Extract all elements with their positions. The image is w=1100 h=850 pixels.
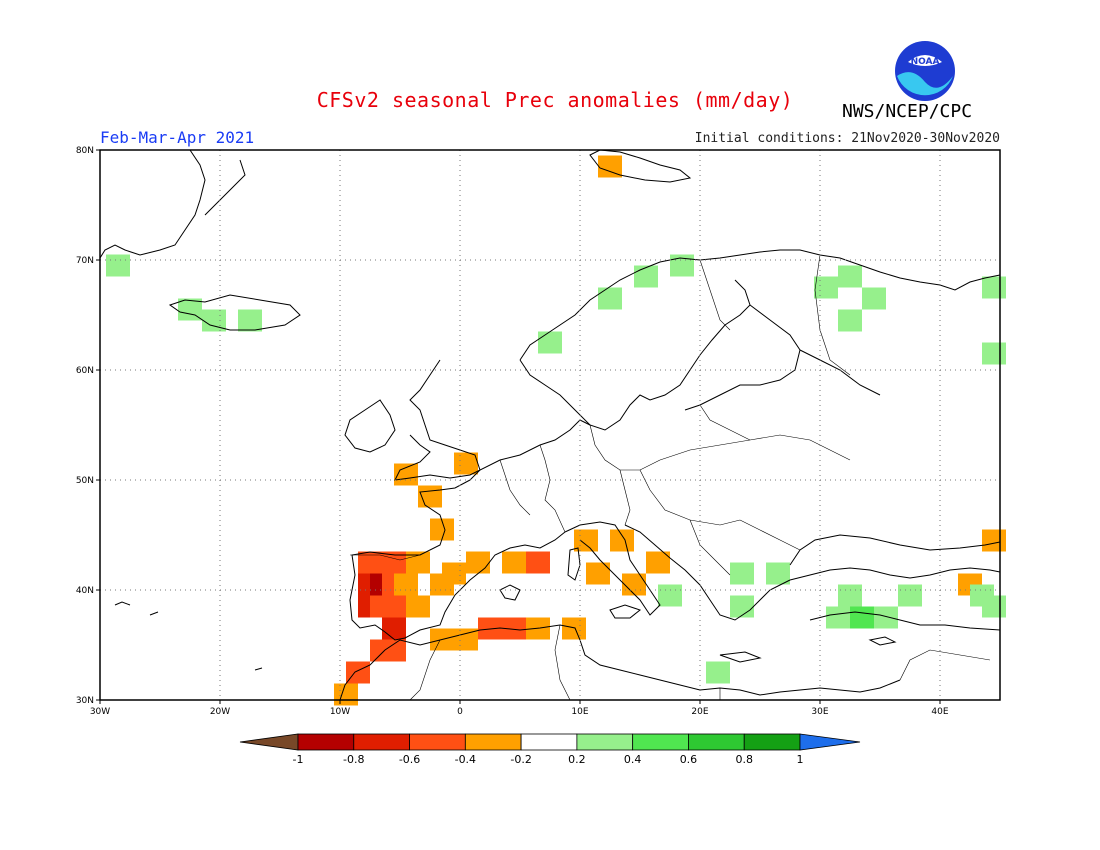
lon-label: 20W [210, 707, 230, 717]
anomaly-cell [730, 562, 754, 585]
agency-label: NWS/NCEP/CPC [842, 101, 973, 122]
colorbar-tick-label: -0.2 [510, 753, 531, 766]
anomaly-cell [622, 573, 646, 596]
anomaly-cell [658, 584, 682, 607]
colorbar-segment [297, 733, 355, 751]
noaa-logo-icon: NOAA [895, 41, 955, 101]
anomaly-cell [106, 254, 130, 277]
anomaly-cell [346, 661, 370, 684]
anomaly-cell [598, 287, 622, 310]
anomaly-cell [634, 265, 658, 288]
anomaly-cell [394, 573, 418, 596]
anomaly-cell [730, 595, 754, 618]
colorbar-segment [576, 733, 634, 751]
anomaly-cell [850, 606, 874, 629]
lon-label: 20E [691, 707, 708, 717]
anomaly-cell [766, 562, 790, 585]
colorbar-segment [353, 733, 410, 751]
colorbar-tick-label: -1 [293, 753, 304, 766]
anomaly-cell [430, 518, 454, 541]
colorbar-tick-label: 0.8 [735, 753, 753, 766]
lat-label: 80N [76, 146, 94, 156]
anomaly-cell [838, 265, 862, 288]
anomaly-cell [982, 342, 1006, 365]
anomaly-cell [982, 595, 1006, 618]
anomaly-cell [526, 551, 550, 574]
colorbar-segment [464, 733, 522, 751]
lon-label: 0 [457, 707, 463, 717]
lon-label: 10E [571, 707, 588, 717]
colorbar-tick-label: -0.8 [343, 753, 364, 766]
colorbar-tick-label: 1 [797, 753, 804, 766]
anomaly-cell [874, 606, 898, 629]
anomaly-cell [454, 452, 478, 475]
colorbar-left-arrow [239, 733, 299, 751]
anomaly-cell [238, 309, 262, 332]
initial-conditions: Initial conditions: 21Nov2020-30Nov2020 [694, 131, 1000, 146]
lon-label: 10W [330, 707, 350, 717]
anomaly-cell [502, 551, 526, 574]
lon-label: 30W [90, 707, 110, 717]
anomaly-cell [178, 298, 202, 321]
anomaly-cell [838, 584, 862, 607]
colorbar-segment [743, 733, 801, 751]
graticule [100, 150, 1000, 700]
anomaly-cell [382, 639, 406, 662]
anomaly-cell [358, 551, 382, 574]
colorbar-tick-label: 0.4 [624, 753, 642, 766]
anomaly-cell [334, 683, 358, 706]
anomaly-cell [466, 551, 490, 574]
anomaly-cell [646, 551, 670, 574]
lon-label: 30E [811, 707, 828, 717]
colorbar-tick-label: -0.4 [455, 753, 476, 766]
anomaly-cell [862, 287, 886, 310]
anomaly-cell [598, 155, 622, 178]
lat-label: 70N [76, 256, 94, 266]
anomaly-cell [706, 661, 730, 684]
logo-text: NOAA [911, 57, 940, 67]
colorbar-segment [409, 733, 466, 751]
anomaly-cell [982, 529, 1006, 552]
anomaly-cell [382, 595, 406, 618]
anomaly-cell [382, 617, 406, 640]
anomaly-cell [586, 562, 610, 585]
anomaly-cell [502, 617, 526, 640]
anomaly-cell [838, 309, 862, 332]
anomaly-cell [562, 617, 586, 640]
anomaly-cell [406, 595, 430, 618]
anomaly-cell [898, 584, 922, 607]
lat-label: 50N [76, 476, 94, 486]
lat-label: 40N [76, 586, 94, 596]
colorbar-tick-label: 0.6 [680, 753, 698, 766]
anomaly-cell [610, 529, 634, 552]
forecast-period: Feb-Mar-Apr 2021 [100, 128, 255, 147]
map-frame [99, 149, 1001, 701]
colorbar-segment [632, 733, 689, 751]
colorbar-segment [688, 733, 745, 751]
colorbar-segment [520, 733, 578, 751]
anomaly-cell [982, 276, 1006, 299]
map-title: CFSv2 seasonal Prec anomalies (mm/day) [316, 88, 794, 112]
coastlines [99, 149, 1001, 701]
lon-label: 40E [931, 707, 948, 717]
anomaly-cell [814, 276, 838, 299]
colorbar: -1 -0.8 -0.6 -0.4 -0.2 0.2 0.4 0.6 0.8 1 [239, 733, 861, 766]
anomaly-cell [826, 606, 850, 629]
anomaly-cell [538, 331, 562, 354]
colorbar-tick-label: -0.6 [399, 753, 420, 766]
colorbar-tick-label: 0.2 [568, 753, 586, 766]
anomaly-cell [442, 562, 466, 585]
colorbar-right-arrow [799, 733, 861, 751]
lat-label: 30N [76, 696, 94, 706]
lat-label: 60N [76, 366, 94, 376]
